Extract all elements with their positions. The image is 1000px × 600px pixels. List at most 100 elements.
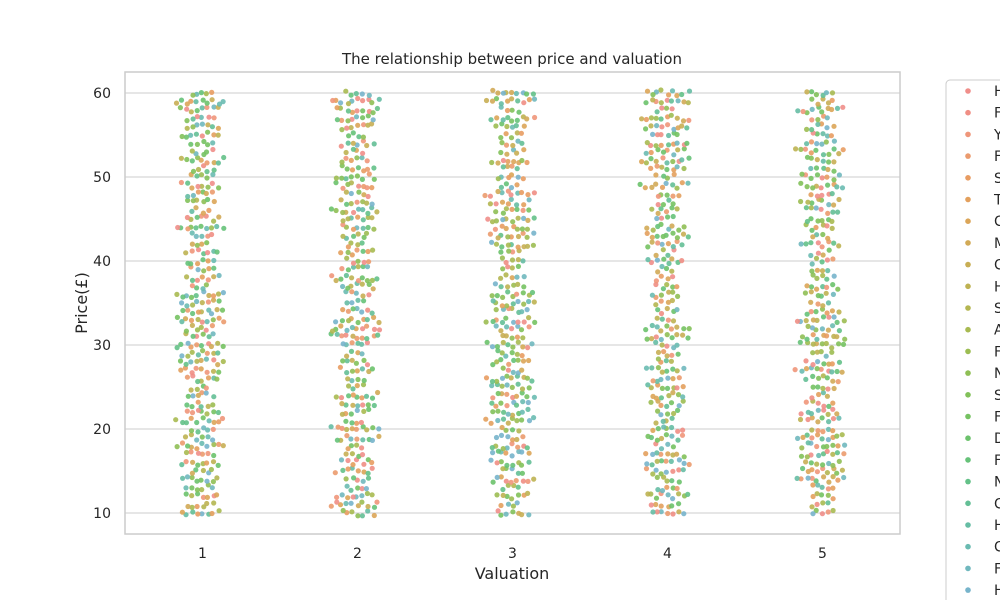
- data-point: [655, 426, 661, 432]
- data-point: [495, 176, 501, 182]
- data-point: [531, 394, 538, 400]
- data-point: [215, 362, 221, 368]
- data-point: [188, 428, 195, 434]
- data-point: [829, 218, 835, 224]
- data-point: [483, 97, 490, 104]
- data-point: [637, 181, 643, 187]
- data-point: [194, 285, 200, 291]
- data-point: [671, 410, 677, 417]
- data-point: [185, 307, 191, 313]
- data-point: [508, 185, 515, 191]
- legend-marker: [965, 500, 971, 507]
- data-point: [365, 470, 371, 476]
- data-point: [360, 402, 366, 408]
- data-point: [190, 116, 196, 122]
- data-point: [529, 341, 535, 347]
- data-point: [836, 359, 843, 365]
- data-point: [526, 197, 532, 203]
- data-point: [520, 478, 527, 484]
- data-point: [509, 249, 516, 255]
- data-point: [830, 291, 837, 297]
- data-point: [184, 118, 190, 124]
- data-point: [829, 97, 835, 103]
- data-point: [371, 226, 377, 232]
- data-point: [211, 257, 217, 264]
- data-point: [343, 500, 349, 507]
- legend-marker: [965, 218, 971, 224]
- data-point: [365, 402, 371, 408]
- legend-marker: [965, 196, 971, 203]
- data-point: [819, 259, 825, 265]
- data-point: [340, 507, 346, 514]
- data-point: [686, 155, 692, 161]
- data-point: [350, 260, 357, 266]
- data-point: [675, 407, 681, 413]
- data-point: [206, 307, 212, 313]
- data-point: [345, 267, 351, 273]
- data-point: [820, 451, 827, 457]
- data-point: [211, 104, 217, 110]
- data-point: [674, 284, 680, 290]
- data-point: [804, 454, 810, 460]
- data-point: [526, 418, 533, 424]
- data-point: [668, 358, 675, 364]
- data-point: [835, 443, 841, 449]
- data-point: [670, 182, 676, 188]
- data-point: [815, 101, 821, 107]
- data-point: [509, 326, 515, 332]
- data-point: [329, 328, 336, 334]
- data-point: [515, 233, 522, 240]
- data-point: [359, 155, 365, 161]
- data-point: [355, 95, 361, 102]
- data-point: [509, 107, 515, 113]
- data-point: [803, 399, 809, 405]
- data-point: [348, 487, 354, 493]
- data-point: [482, 192, 488, 199]
- data-point: [354, 442, 360, 448]
- data-point: [520, 207, 526, 213]
- data-point: [509, 206, 515, 212]
- data-point: [220, 443, 226, 449]
- data-point: [500, 332, 506, 339]
- data-point: [498, 432, 505, 438]
- data-point: [814, 469, 821, 475]
- data-point: [194, 487, 200, 493]
- data-point: [499, 121, 505, 127]
- data-point: [198, 357, 204, 363]
- data-point: [204, 443, 210, 449]
- data-point: [820, 272, 826, 279]
- data-point: [504, 382, 510, 388]
- data-point: [184, 474, 191, 480]
- data-point: [374, 105, 380, 112]
- data-point: [823, 139, 829, 145]
- data-point: [492, 281, 498, 287]
- data-point: [369, 100, 375, 106]
- data-point: [679, 258, 685, 264]
- data-point: [350, 386, 356, 392]
- data-point: [829, 349, 835, 355]
- data-point: [821, 361, 827, 367]
- data-point: [674, 451, 680, 457]
- data-point: [364, 317, 370, 323]
- data-point: [814, 443, 820, 450]
- data-point: [658, 116, 664, 122]
- data-point: [349, 451, 355, 457]
- data-point: [361, 461, 367, 467]
- data-point: [345, 101, 352, 107]
- data-point: [500, 466, 506, 472]
- data-point: [823, 353, 829, 359]
- data-point: [343, 272, 349, 279]
- data-point: [370, 110, 376, 116]
- data-point: [824, 174, 830, 180]
- data-point: [366, 368, 372, 375]
- data-point: [198, 114, 204, 120]
- data-point: [356, 189, 362, 195]
- data-point: [505, 242, 511, 248]
- data-point: [825, 437, 832, 443]
- data-point: [346, 133, 352, 139]
- data-point: [818, 349, 824, 355]
- data-point: [670, 485, 676, 491]
- data-point: [814, 501, 820, 507]
- data-point: [211, 452, 217, 459]
